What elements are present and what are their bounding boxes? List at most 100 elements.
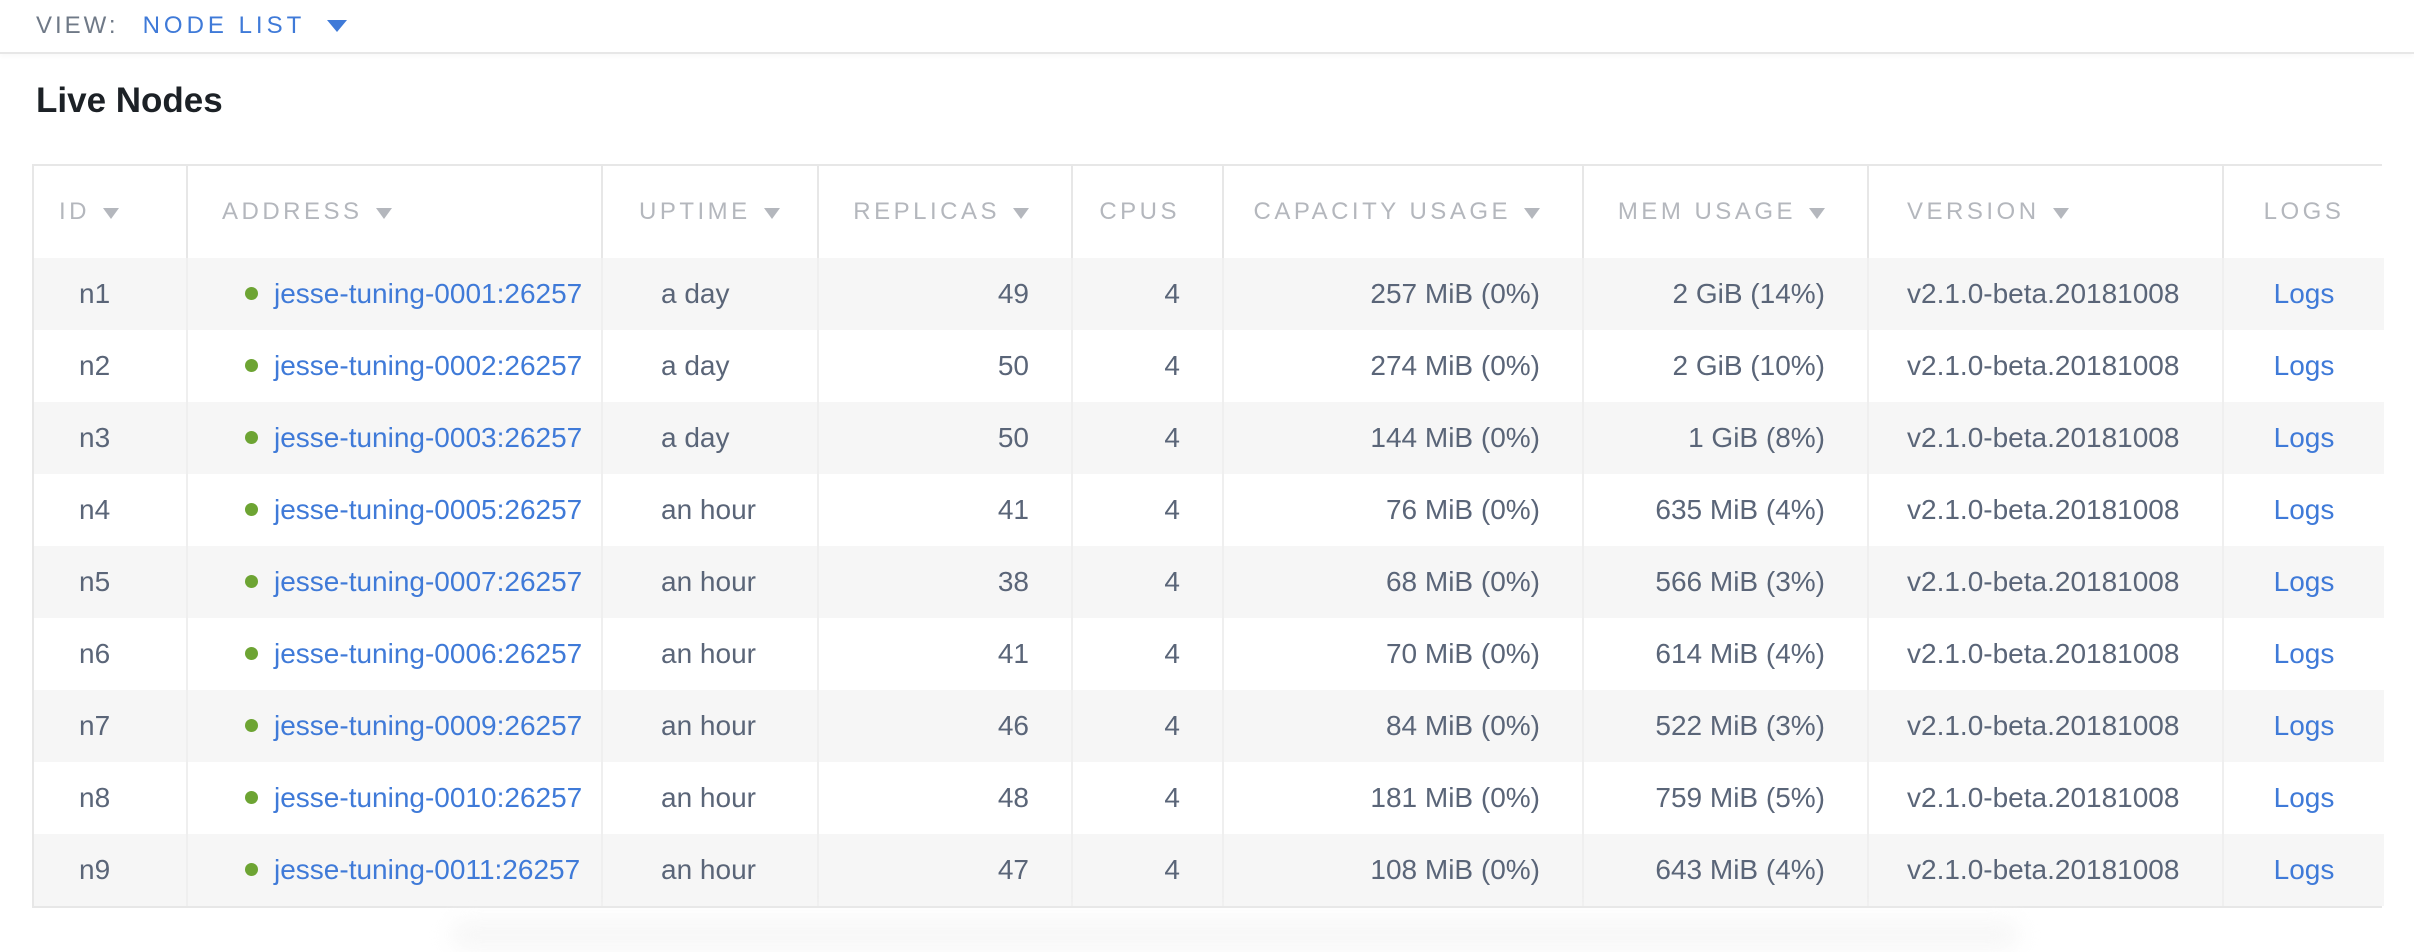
cell-address: jesse-tuning-0006:26257 [187,618,603,690]
cell-id: n7 [34,690,188,762]
cell-version: v2.1.0-beta.20181008 [1868,330,2224,402]
cell-address: jesse-tuning-0003:26257 [187,402,603,474]
logs-link[interactable]: Logs [2273,494,2335,525]
cell-replicas: 41 [818,474,1073,546]
cell-mem: 1 GiB (8%) [1583,402,1869,474]
cell-logs: Logs [2223,330,2384,402]
cell-version: v2.1.0-beta.20181008 [1868,546,2224,618]
cell-replicas: 38 [818,546,1073,618]
cell-id: n1 [34,258,188,330]
cell-uptime: a day [602,258,819,330]
view-label: VIEW: [36,12,119,39]
column-header-label: REPLICAS [853,198,1000,225]
nodes-table-header-row: ID ADDRESS UPTIME REPLICAS CPUS CAPACITY USAG… [34,166,2384,258]
cell-cpus: 4 [1072,762,1224,834]
cell-cpus: 4 [1072,402,1224,474]
logs-link[interactable]: Logs [2273,638,2335,669]
cell-logs: Logs [2223,402,2384,474]
node-table-row: n6 jesse-tuning-0006:26257 an hour 41 4 70 Mi… [34,618,2384,690]
cell-id: n9 [34,834,188,906]
node-table-row: n1 jesse-tuning-0001:26257 a day 49 4 257 MiB… [34,258,2384,330]
node-address-link[interactable]: jesse-tuning-0002:26257 [274,350,583,381]
healthy-status-dot-icon [245,503,258,517]
column-header-cpus: CPUS [1072,166,1224,258]
column-header-logs: LOGS [2223,166,2384,258]
column-header-label: LOGS [2263,198,2345,225]
logs-link[interactable]: Logs [2273,278,2335,309]
cell-replicas: 50 [818,402,1073,474]
node-address-link[interactable]: jesse-tuning-0007:26257 [274,566,583,597]
cell-address: jesse-tuning-0011:26257 [187,834,603,906]
cell-version: v2.1.0-beta.20181008 [1868,834,2224,906]
column-header-version[interactable]: VERSION [1868,166,2224,258]
view-dropdown[interactable]: NODE LIST [143,12,348,40]
cell-id: n3 [34,402,188,474]
logs-link[interactable]: Logs [2273,782,2335,813]
cell-capacity: 108 MiB (0%) [1223,834,1584,906]
cell-replicas: 50 [818,330,1073,402]
cell-id: n2 [34,330,188,402]
logs-link[interactable]: Logs [2273,566,2335,597]
cell-cpus: 4 [1072,618,1224,690]
cell-capacity: 70 MiB (0%) [1223,618,1584,690]
column-header-capacity[interactable]: CAPACITY USAGE [1223,166,1584,258]
cell-capacity: 257 MiB (0%) [1223,258,1584,330]
sort-desc-arrow-icon [1013,208,1029,219]
cell-address: jesse-tuning-0002:26257 [187,330,603,402]
node-address-link[interactable]: jesse-tuning-0006:26257 [274,638,583,669]
sort-desc-arrow-icon [1809,208,1825,219]
cell-version: v2.1.0-beta.20181008 [1868,618,2224,690]
column-header-address[interactable]: ADDRESS [187,166,603,258]
sort-desc-arrow-icon [2052,208,2069,219]
node-table-row: n4 jesse-tuning-0005:26257 an hour 41 4 76 Mi… [34,474,2384,546]
column-header-mem[interactable]: MEM USAGE [1583,166,1869,258]
column-header-replicas[interactable]: REPLICAS [818,166,1073,258]
cell-address: jesse-tuning-0007:26257 [187,546,603,618]
cell-id: n6 [34,618,188,690]
column-header-label: UPTIME [639,198,751,225]
cell-replicas: 41 [818,618,1073,690]
cell-uptime: an hour [602,618,819,690]
node-address-link[interactable]: jesse-tuning-0009:26257 [274,710,583,741]
cell-mem: 759 MiB (5%) [1583,762,1869,834]
column-header-id[interactable]: ID [34,166,188,258]
node-table-row: n5 jesse-tuning-0007:26257 an hour 38 4 68 Mi… [34,546,2384,618]
node-address-link[interactable]: jesse-tuning-0005:26257 [274,494,583,525]
sort-desc-arrow-icon [103,208,119,219]
cell-logs: Logs [2223,690,2384,762]
cell-replicas: 46 [818,690,1073,762]
logs-link[interactable]: Logs [2273,350,2335,381]
cell-uptime: an hour [602,546,819,618]
node-table-row: n7 jesse-tuning-0009:26257 an hour 46 4 84 Mi… [34,690,2384,762]
cell-mem: 614 MiB (4%) [1583,618,1869,690]
logs-link[interactable]: Logs [2273,710,2335,741]
cell-capacity: 274 MiB (0%) [1223,330,1584,402]
cell-replicas: 49 [818,258,1073,330]
cell-cpus: 4 [1072,474,1224,546]
node-address-link[interactable]: jesse-tuning-0010:26257 [274,782,583,813]
cell-capacity: 68 MiB (0%) [1223,546,1584,618]
healthy-status-dot-icon [245,575,258,589]
view-dropdown-selected: NODE LIST [142,12,306,39]
healthy-status-dot-icon [245,359,258,373]
cell-cpus: 4 [1072,258,1224,330]
cell-logs: Logs [2223,762,2384,834]
cell-id: n4 [34,474,188,546]
cell-version: v2.1.0-beta.20181008 [1868,402,2224,474]
logs-link[interactable]: Logs [2273,422,2335,453]
page-title: Live Nodes [36,81,223,120]
column-header-uptime[interactable]: UPTIME [602,166,819,258]
sort-desc-arrow-icon [375,208,392,219]
cell-version: v2.1.0-beta.20181008 [1868,690,2224,762]
node-address-link[interactable]: jesse-tuning-0001:26257 [274,278,583,309]
column-header-label: VERSION [1907,198,2040,225]
logs-link[interactable]: Logs [2273,854,2335,885]
cell-capacity: 76 MiB (0%) [1223,474,1584,546]
cell-capacity: 84 MiB (0%) [1223,690,1584,762]
node-address-link[interactable]: jesse-tuning-0003:26257 [274,422,583,453]
node-address-link[interactable]: jesse-tuning-0011:26257 [274,854,581,885]
node-table-row: n2 jesse-tuning-0002:26257 a day 50 4 274 MiB… [34,330,2384,402]
cell-cpus: 4 [1072,690,1224,762]
cell-id: n8 [34,762,188,834]
column-header-label: ID [59,198,90,225]
